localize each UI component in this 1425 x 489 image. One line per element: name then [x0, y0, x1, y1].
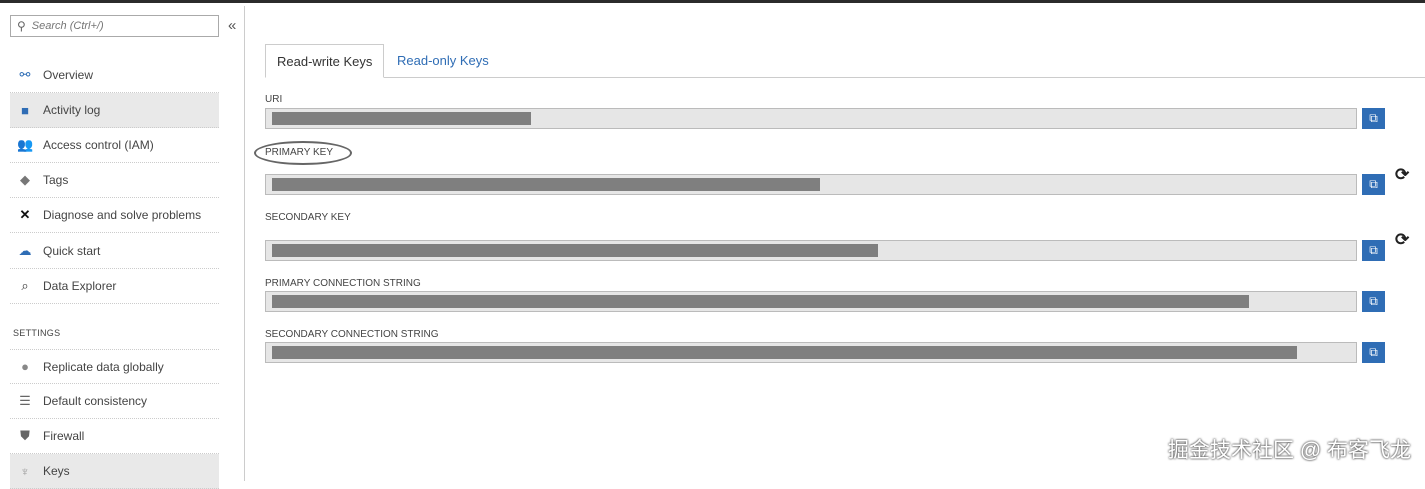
settings-section-header: SETTINGS: [13, 328, 61, 338]
sidebar-item-quick-start[interactable]: ☁ Quick start: [10, 234, 219, 269]
tag-icon: ◆: [20, 172, 30, 187]
search-input[interactable]: [31, 20, 202, 32]
data-explorer-icon: ⌕: [21, 278, 29, 293]
refresh-icon: ⟳: [1395, 230, 1410, 249]
search-box[interactable]: ⚲: [10, 15, 219, 37]
iam-icon: 👥: [17, 137, 34, 152]
sidebar-item-label: Data Explorer: [43, 279, 117, 293]
regenerate-primary-key-button[interactable]: ⟳: [1395, 165, 1409, 185]
uri-label: URI: [265, 94, 283, 105]
primary-key-label: PRIMARY KEY: [265, 147, 333, 158]
primary-connection-string-label: PRIMARY CONNECTION STRING: [265, 278, 421, 289]
sidebar-item-label: Access control (IAM): [43, 138, 154, 152]
redaction-bar: [272, 112, 531, 125]
sidebar-item-data-explorer[interactable]: ⌕ Data Explorer: [10, 269, 219, 304]
redaction-bar: [272, 346, 1297, 359]
copy-primary-key-button[interactable]: ⧉: [1362, 174, 1385, 195]
secondary-key-label: SECONDARY KEY: [265, 212, 351, 223]
sidebar-item-default-consistency[interactable]: ☰ Default consistency: [10, 384, 219, 419]
primary-key-field[interactable]: [265, 174, 1357, 195]
sidebar-item-firewall[interactable]: ⛊ Firewall: [10, 419, 219, 454]
globe-icon: ●: [21, 359, 29, 374]
overview-icon: ⚯: [19, 67, 31, 82]
sidebar-item-label: Keys: [43, 464, 70, 478]
activity-log-icon: ■: [21, 102, 29, 118]
sidebar-item-activity-log[interactable]: ■ Activity log: [10, 93, 219, 128]
copy-icon: ⧉: [1369, 177, 1378, 191]
sidebar-item-label: Replicate data globally: [43, 359, 164, 374]
tools-icon: ✕: [19, 207, 31, 222]
keys-panel: Read-write Keys Read-only Keys URI ⧉ PRI…: [245, 6, 1425, 478]
regenerate-secondary-key-button[interactable]: ⟳: [1395, 230, 1409, 250]
copy-primary-connection-string-button[interactable]: ⧉: [1362, 291, 1385, 312]
tab-read-write-keys[interactable]: Read-write Keys: [265, 44, 385, 78]
search-icon: ⚲: [17, 19, 26, 33]
redaction-bar: [272, 178, 820, 191]
copy-secondary-key-button[interactable]: ⧉: [1362, 240, 1385, 261]
sidebar-item-replicate[interactable]: ● Replicate data globally: [10, 349, 219, 384]
sidebar-item-label: Quick start: [43, 244, 101, 258]
sidebar-item-tags[interactable]: ◆ Tags: [10, 163, 219, 198]
sidebar-item-label: Firewall: [43, 429, 85, 443]
tab-read-only-keys[interactable]: Read-only Keys: [397, 53, 489, 68]
copy-icon: ⧉: [1369, 345, 1378, 359]
refresh-icon: ⟳: [1395, 165, 1410, 184]
tab-bar: Read-write Keys Read-only Keys: [265, 44, 1425, 78]
key-icon: ♆: [20, 463, 30, 479]
quick-start-icon: ☁: [18, 243, 32, 258]
redaction-bar: [272, 244, 878, 257]
sidebar-item-label: Tags: [43, 173, 69, 187]
sidebar-item-diagnose[interactable]: ✕ Diagnose and solve problems: [10, 198, 219, 233]
copy-uri-button[interactable]: ⧉: [1362, 108, 1385, 129]
redaction-bar: [272, 295, 1249, 308]
copy-icon: ⧉: [1369, 111, 1378, 125]
sidebar-item-access-control[interactable]: 👥 Access control (IAM): [10, 128, 219, 163]
secondary-connection-string-label: SECONDARY CONNECTION STRING: [265, 329, 439, 340]
copy-secondary-connection-string-button[interactable]: ⧉: [1362, 342, 1385, 363]
watermark: 掘金技术社区 @ 布客飞龙: [1168, 439, 1411, 462]
copy-icon: ⧉: [1369, 294, 1378, 308]
consistency-icon: ☰: [19, 393, 31, 408]
secondary-key-field[interactable]: [265, 240, 1357, 261]
copy-icon: ⧉: [1369, 243, 1378, 257]
uri-field[interactable]: [265, 108, 1357, 129]
shield-icon: ⛊: [20, 428, 30, 443]
secondary-connection-string-field[interactable]: [265, 342, 1357, 363]
sidebar-item-overview[interactable]: ⚯ Overview: [10, 58, 219, 93]
collapse-sidebar-button[interactable]: «: [228, 17, 237, 34]
sidebar: ⚲ « ⚯ Overview ■ Activity log 👥 Access cont…: [0, 6, 245, 489]
sidebar-item-label: Default consistency: [43, 394, 148, 408]
sidebar-item-label: Activity log: [43, 103, 101, 117]
sidebar-item-label: Overview: [43, 68, 94, 82]
primary-connection-string-field[interactable]: [265, 291, 1357, 312]
sidebar-item-keys[interactable]: ♆ Keys: [10, 454, 219, 489]
highlight-circle: [254, 141, 352, 165]
sidebar-item-label: Diagnose and solve problems: [43, 208, 202, 222]
